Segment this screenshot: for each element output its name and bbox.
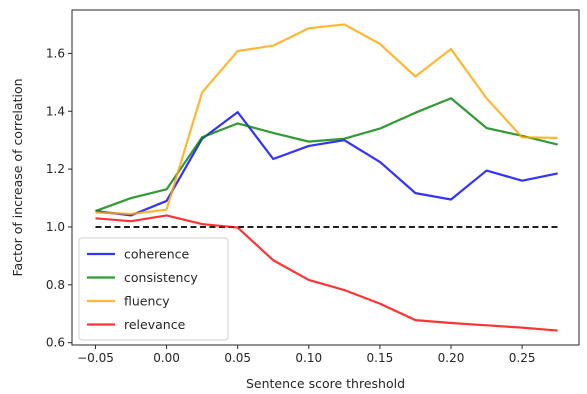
legend-label-fluency: fluency (124, 294, 170, 309)
y-tick-label: 1.4 (46, 104, 65, 118)
x-tick-label: −0.05 (77, 351, 114, 365)
y-tick-label: 0.8 (46, 278, 65, 292)
x-axis-label: Sentence score threshold (246, 376, 405, 391)
legend: coherence consistency fluency relevance (78, 237, 229, 341)
x-tick-label: 0.05 (224, 351, 251, 365)
y-tick-label: 1.0 (46, 220, 65, 234)
y-axis-ticks: 0.6 0.8 1.0 1.2 1.4 1.6 (46, 46, 72, 350)
x-axis-ticks: −0.05 0.00 0.05 0.10 0.15 0.20 0.25 (77, 345, 535, 365)
series-line-relevance (95, 214, 558, 332)
legend-label-relevance: relevance (124, 317, 186, 332)
x-tick-label: 0.20 (438, 351, 465, 365)
y-tick-label: 1.6 (46, 46, 65, 60)
x-tick-label: 0.10 (295, 351, 322, 365)
y-tick-label: 1.2 (46, 162, 65, 176)
y-axis-label: Factor of increase of correlation (10, 78, 25, 276)
series-layer (95, 23, 558, 332)
x-tick-label: 0.25 (509, 351, 536, 365)
x-tick-label: 0.15 (367, 351, 394, 365)
legend-label-consistency: consistency (124, 270, 198, 285)
y-tick-label: 0.6 (46, 336, 65, 350)
series-line-fluency (95, 23, 558, 216)
plot-frame (71, 9, 580, 346)
series-line-consistency (95, 97, 558, 213)
legend-box (78, 237, 229, 341)
x-tick-label: 0.00 (153, 351, 180, 365)
legend-label-coherence: coherence (124, 247, 189, 262)
